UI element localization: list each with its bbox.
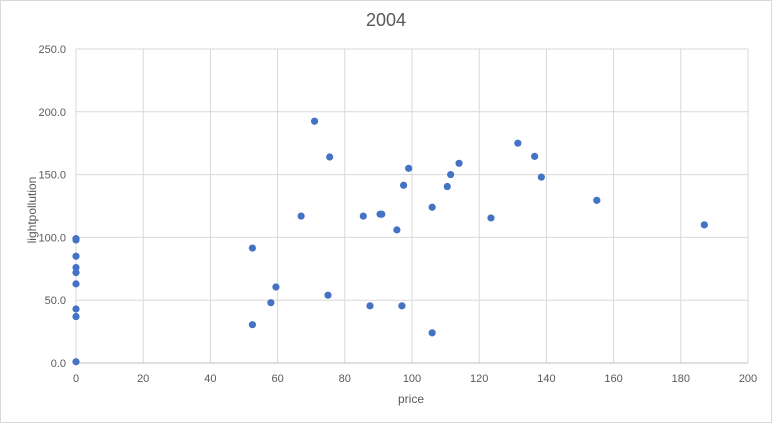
data-point [297,212,305,220]
gridlines [75,48,749,364]
data-point [514,139,522,147]
data-point [447,171,455,179]
data-point [272,283,280,291]
data-point [267,299,275,307]
data-point [72,263,80,272]
data-point [443,182,451,191]
data-point [248,244,256,252]
data-point [428,329,436,337]
data-point [398,302,406,310]
x-tick-label: 200 [739,373,757,385]
y-tick-label: 100.0 [38,232,66,244]
x-tick-label: 100 [403,373,421,385]
y-tick-label: 200.0 [38,107,66,119]
data-point [700,221,708,229]
x-tick-label: 140 [537,373,555,385]
y-tick-label: 150.0 [38,170,66,182]
data-point [72,268,80,277]
x-axis-title: price [397,392,424,406]
data-point [310,117,319,125]
data-point [72,280,80,288]
y-tick-label: 50.0 [45,295,66,307]
data-point [378,210,386,218]
data-point [487,214,495,222]
data-point [537,173,545,181]
chart-title: 2004 [365,10,407,30]
data-point [428,203,436,211]
data-point [72,312,80,321]
data-point [72,358,80,366]
data-point [393,226,401,234]
data-point [455,159,463,167]
data-point [72,252,80,260]
data-point [405,164,413,172]
data-point [326,153,334,161]
x-tick-label: 180 [672,373,690,385]
y-axis-title: lightpollution [25,176,39,244]
x-tick-label: 80 [339,373,351,385]
y-tick-label: 250.0 [38,44,66,56]
data-point [531,152,539,160]
x-tick-label: 20 [137,373,149,385]
data-points [72,117,708,366]
data-point [324,291,332,299]
data-point [593,196,601,204]
data-point [72,235,80,243]
y-tick-label: 0.0 [51,358,66,370]
x-tick-labels: 0 20 40 60 80 100 120 140 160 180 200 [73,373,757,385]
x-tick-label: 120 [470,373,488,385]
data-point [359,212,367,220]
data-point [72,305,80,313]
x-tick-label: 0 [73,373,79,385]
x-tick-label: 160 [604,373,622,385]
data-point [366,302,374,310]
data-point [248,321,256,329]
x-tick-label: 60 [271,373,283,385]
data-point [400,181,408,189]
y-tick-labels: 0.0 50.0 100.0 150.0 200.0 250.0 [38,44,66,370]
x-tick-label: 40 [204,373,216,385]
